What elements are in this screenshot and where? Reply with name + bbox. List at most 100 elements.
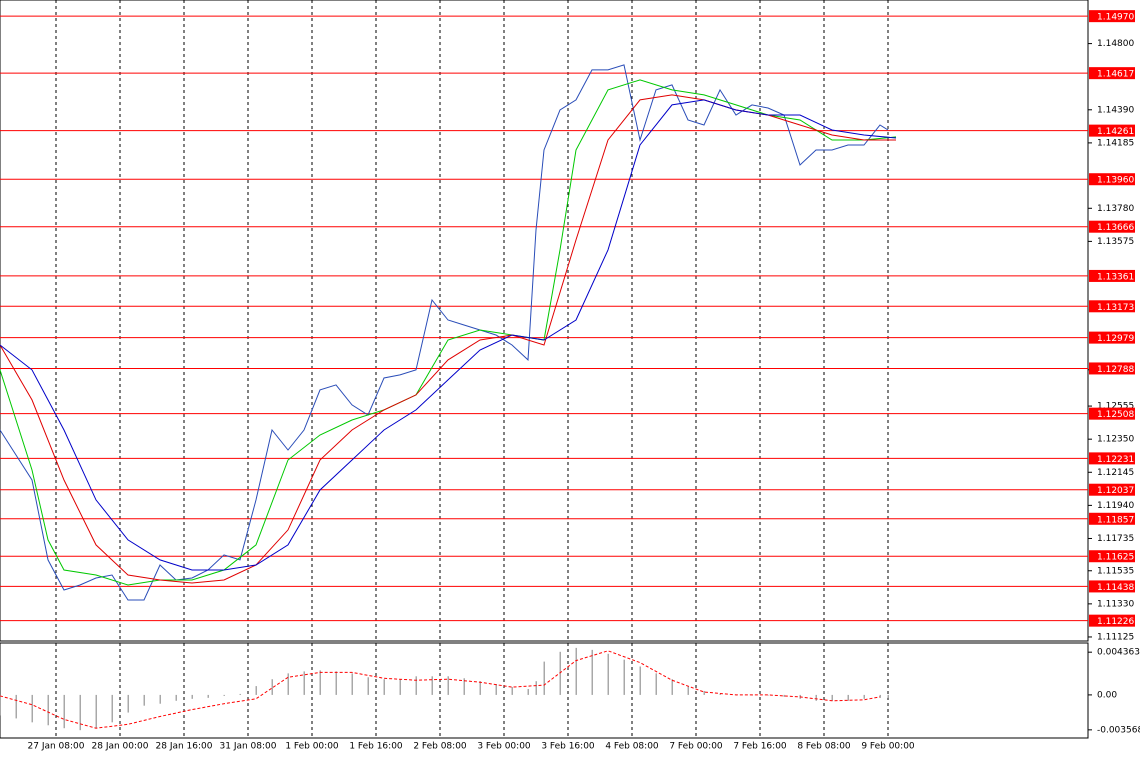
histogram-bar <box>95 694 97 729</box>
y-tick-label: 0.004363 <box>1097 648 1140 658</box>
histogram-bar <box>159 694 161 704</box>
x-tick-label: 28 Jan 00:00 <box>92 742 149 752</box>
histogram-bar <box>671 679 673 695</box>
level-label: 1.14617 <box>1097 70 1134 80</box>
level-label: 1.11625 <box>1097 553 1134 563</box>
histogram-bar <box>511 687 513 695</box>
level-label-box <box>1089 269 1135 282</box>
x-tick-label: 1 Feb 00:00 <box>285 742 339 752</box>
level-label-box <box>1089 300 1135 313</box>
histogram-bar <box>655 673 657 695</box>
level-label: 1.12037 <box>1097 486 1134 496</box>
level-label-box <box>1089 580 1135 593</box>
level-label: 1.11438 <box>1097 583 1134 593</box>
x-tick-label: 31 Jan 08:00 <box>220 742 277 752</box>
histogram-bar <box>351 673 353 695</box>
level-label-box <box>1089 124 1135 137</box>
x-tick-label: 2 Feb 08:00 <box>413 742 467 752</box>
histogram-bar <box>479 681 481 695</box>
histogram-bar <box>111 694 113 723</box>
x-tick-label: 1 Feb 16:00 <box>349 742 403 752</box>
x-tick-label: 3 Feb 16:00 <box>541 742 595 752</box>
histogram-bar <box>431 676 433 695</box>
level-label-box <box>1089 614 1135 627</box>
histogram-bar <box>399 679 401 695</box>
histogram-bar <box>127 694 129 713</box>
histogram-bar <box>175 694 177 701</box>
histogram-bar <box>47 694 49 726</box>
level-label: 1.13666 <box>1097 223 1134 233</box>
signal-line <box>0 650 881 729</box>
histogram-bar <box>15 694 17 719</box>
level-label-box <box>1089 483 1135 496</box>
level-label-box <box>1089 10 1135 23</box>
y-tick-label: 1.14185 <box>1097 138 1134 148</box>
level-label: 1.13173 <box>1097 303 1134 313</box>
level-label: 1.13361 <box>1097 272 1134 282</box>
level-label-box <box>1089 362 1135 375</box>
x-tick-label: 28 Jan 16:00 <box>156 742 213 752</box>
level-label: 1.12508 <box>1097 410 1134 420</box>
histogram-bar <box>495 684 497 695</box>
level-label: 1.13960 <box>1097 176 1134 186</box>
level-label: 1.11857 <box>1097 515 1134 525</box>
histogram-bar <box>687 686 689 695</box>
level-label-box <box>1089 331 1135 344</box>
histogram-bar <box>767 694 769 696</box>
histogram-bar <box>287 673 289 695</box>
histogram-bar <box>559 651 561 695</box>
y-tick-label: 1.11535 <box>1097 566 1134 576</box>
y-tick-label: -0.003568 <box>1097 725 1140 735</box>
histogram-bar <box>415 676 417 695</box>
y-tick-label: 1.12350 <box>1097 435 1134 445</box>
histogram-bar <box>0 694 1 716</box>
y-tick-label: 1.12145 <box>1097 468 1134 478</box>
y-tick-label: 1.11330 <box>1097 599 1134 609</box>
histogram-bar <box>623 659 625 695</box>
x-tick-label: 9 Feb 00:00 <box>861 742 915 752</box>
x-tick-label: 3 Feb 00:00 <box>477 742 531 752</box>
histogram-bar <box>527 689 529 695</box>
level-label: 1.12231 <box>1097 455 1134 465</box>
price-line <box>0 79 897 586</box>
level-label-box <box>1089 67 1135 80</box>
y-tick-label: 1.11940 <box>1097 501 1134 511</box>
y-tick-label: 1.11125 <box>1097 632 1134 642</box>
x-tick-label: 8 Feb 08:00 <box>797 742 851 752</box>
histogram-bar <box>271 679 273 695</box>
histogram-bar <box>783 694 785 697</box>
histogram-bar <box>31 694 33 723</box>
histogram-bar <box>607 653 609 695</box>
histogram-bar <box>703 690 705 695</box>
histogram-bar <box>335 671 337 695</box>
level-label: 1.12788 <box>1097 365 1134 375</box>
histogram-bar <box>207 694 209 698</box>
histogram-bar <box>535 681 537 695</box>
level-label-box <box>1089 407 1135 420</box>
histogram-bar <box>879 694 881 698</box>
histogram-bar <box>863 694 865 699</box>
level-label-box <box>1089 550 1135 563</box>
y-tick-label: 1.13780 <box>1097 204 1134 214</box>
histogram-bar <box>63 694 65 729</box>
histogram-bar <box>591 649 593 695</box>
x-tick-label: 7 Feb 16:00 <box>733 742 787 752</box>
level-label: 1.11226 <box>1097 617 1134 627</box>
level-label-box <box>1089 220 1135 233</box>
y-tick-label: 1.14390 <box>1097 105 1134 115</box>
histogram-bar <box>255 686 257 695</box>
histogram-bar <box>223 694 225 696</box>
level-label: 1.14261 <box>1097 127 1134 137</box>
histogram-bar <box>887 694 889 698</box>
histogram-bar <box>719 693 721 695</box>
histogram-bar <box>543 661 545 695</box>
level-label-box <box>1089 512 1135 525</box>
histogram-bar <box>831 694 833 701</box>
price-line <box>0 99 897 571</box>
histogram-bar <box>191 694 193 699</box>
price-panel <box>0 0 1089 642</box>
histogram-bar <box>463 678 465 695</box>
histogram-bar <box>319 670 321 695</box>
y-tick-label: 1.11735 <box>1097 534 1134 544</box>
